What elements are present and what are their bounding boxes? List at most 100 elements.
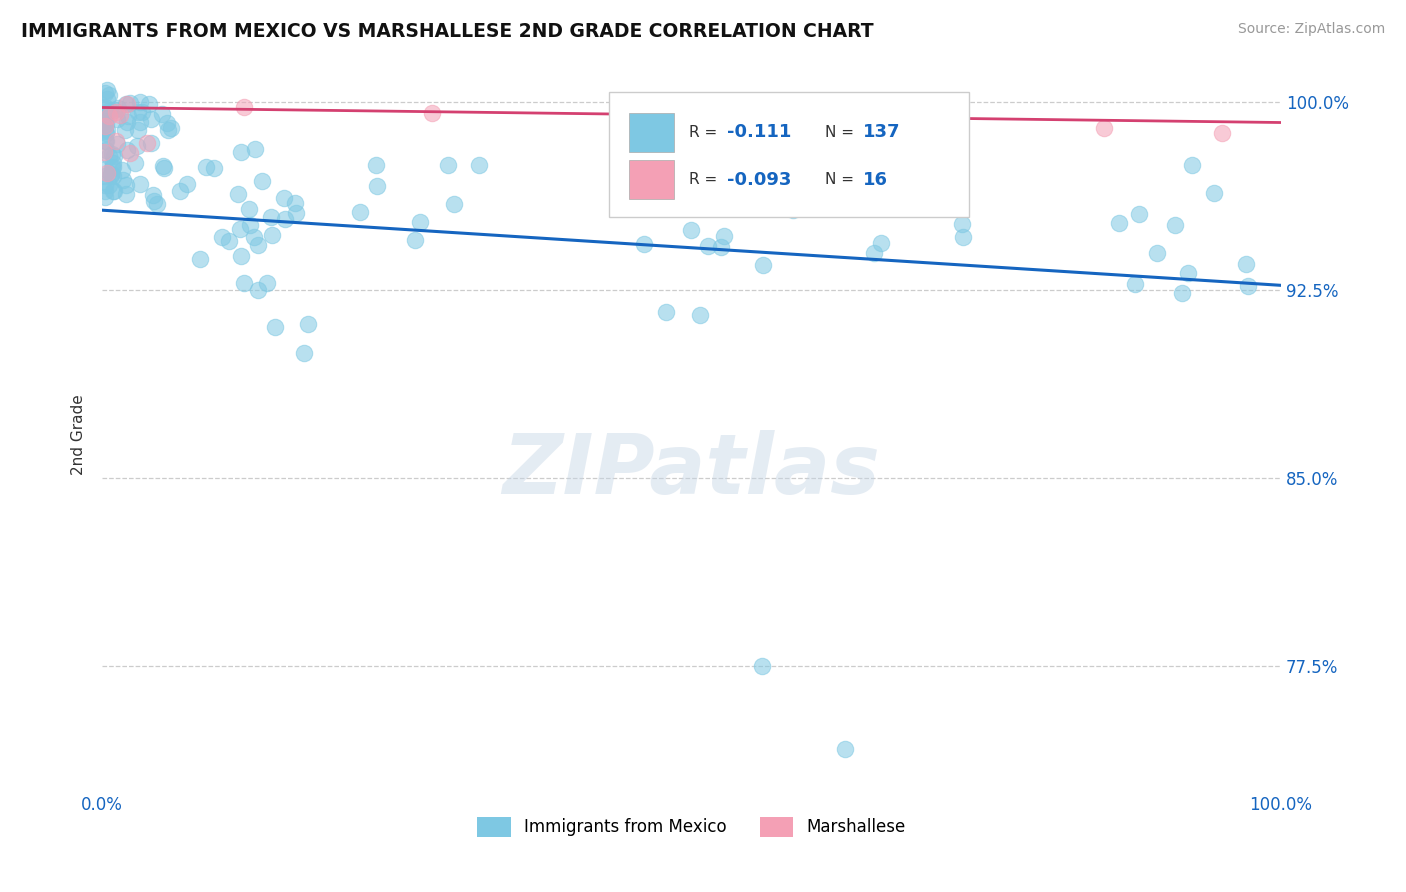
Point bbox=[94, 134, 117, 148]
Point bbox=[1181, 158, 1204, 172]
Point bbox=[153, 161, 176, 175]
Text: 137: 137 bbox=[862, 123, 900, 142]
Point bbox=[443, 197, 465, 211]
Point bbox=[115, 97, 138, 112]
Point bbox=[104, 134, 127, 148]
Point bbox=[1092, 120, 1115, 135]
Point bbox=[1128, 206, 1150, 220]
Point bbox=[1211, 126, 1233, 140]
Point bbox=[246, 237, 269, 252]
Point bbox=[117, 109, 139, 123]
Point bbox=[94, 178, 117, 193]
Point bbox=[718, 185, 741, 199]
Point bbox=[94, 118, 117, 132]
Point bbox=[93, 86, 115, 100]
Point bbox=[1170, 286, 1192, 301]
Point bbox=[738, 189, 761, 203]
Text: Source: ZipAtlas.com: Source: ZipAtlas.com bbox=[1237, 22, 1385, 37]
Point bbox=[103, 169, 125, 184]
Point bbox=[94, 127, 117, 141]
Point bbox=[697, 239, 720, 253]
Point bbox=[256, 277, 278, 291]
Point bbox=[681, 223, 703, 237]
Legend: Immigrants from Mexico, Marshallese: Immigrants from Mexico, Marshallese bbox=[471, 810, 912, 844]
Point bbox=[124, 155, 146, 169]
Point bbox=[127, 138, 149, 153]
Point bbox=[229, 145, 252, 159]
FancyBboxPatch shape bbox=[609, 92, 969, 217]
Point bbox=[96, 123, 118, 137]
Point bbox=[97, 149, 120, 163]
Point bbox=[250, 174, 273, 188]
Point bbox=[284, 195, 307, 210]
Text: 16: 16 bbox=[862, 170, 887, 188]
Point bbox=[273, 191, 295, 205]
Point bbox=[111, 162, 134, 177]
Point bbox=[100, 167, 122, 181]
Text: R =: R = bbox=[689, 125, 717, 140]
Point bbox=[863, 246, 886, 260]
Point bbox=[131, 104, 153, 119]
Point bbox=[100, 147, 122, 161]
Text: N =: N = bbox=[825, 125, 853, 140]
Point bbox=[229, 222, 252, 236]
Point bbox=[156, 122, 179, 136]
Point bbox=[756, 158, 779, 172]
Point bbox=[1164, 218, 1187, 232]
Point bbox=[260, 228, 283, 243]
Point bbox=[120, 95, 142, 110]
Y-axis label: 2nd Grade: 2nd Grade bbox=[72, 394, 86, 475]
Bar bbox=[628, 160, 673, 199]
Point bbox=[115, 178, 138, 193]
Point bbox=[437, 158, 460, 172]
Point bbox=[232, 276, 254, 290]
Point bbox=[150, 107, 173, 121]
Bar bbox=[628, 112, 673, 152]
Point bbox=[115, 143, 138, 157]
Point bbox=[420, 105, 443, 120]
Point bbox=[145, 197, 167, 211]
Point bbox=[751, 258, 773, 272]
Point bbox=[107, 101, 129, 115]
Point bbox=[94, 161, 117, 176]
Point bbox=[128, 178, 150, 192]
Point bbox=[243, 142, 266, 156]
Point bbox=[1236, 279, 1258, 293]
Point bbox=[93, 134, 115, 148]
Point bbox=[96, 106, 118, 120]
Text: -0.093: -0.093 bbox=[727, 170, 792, 188]
Point bbox=[93, 190, 115, 204]
Point bbox=[952, 229, 974, 244]
Point bbox=[111, 172, 134, 186]
Point bbox=[105, 137, 128, 152]
Point bbox=[98, 109, 121, 123]
Point bbox=[110, 108, 132, 122]
Point bbox=[135, 136, 157, 150]
Point bbox=[689, 309, 711, 323]
Point bbox=[1123, 277, 1146, 292]
Point bbox=[105, 105, 128, 120]
Point bbox=[284, 206, 307, 220]
Point bbox=[98, 87, 121, 102]
Point bbox=[710, 240, 733, 254]
Point bbox=[118, 146, 141, 161]
Point bbox=[160, 121, 183, 136]
Point bbox=[139, 112, 162, 126]
Point bbox=[142, 194, 165, 208]
Point bbox=[239, 218, 262, 232]
Point bbox=[127, 122, 149, 136]
Point bbox=[713, 229, 735, 244]
Point bbox=[93, 103, 115, 117]
Point bbox=[103, 149, 125, 163]
Point bbox=[654, 305, 676, 319]
Point bbox=[409, 215, 432, 229]
Point bbox=[105, 112, 128, 126]
Point bbox=[97, 178, 120, 192]
Point bbox=[1108, 216, 1130, 230]
Point bbox=[127, 104, 149, 119]
Point bbox=[633, 236, 655, 251]
Point bbox=[93, 145, 115, 159]
Text: -0.111: -0.111 bbox=[727, 123, 792, 142]
Point bbox=[103, 184, 125, 198]
Text: N =: N = bbox=[825, 172, 853, 187]
